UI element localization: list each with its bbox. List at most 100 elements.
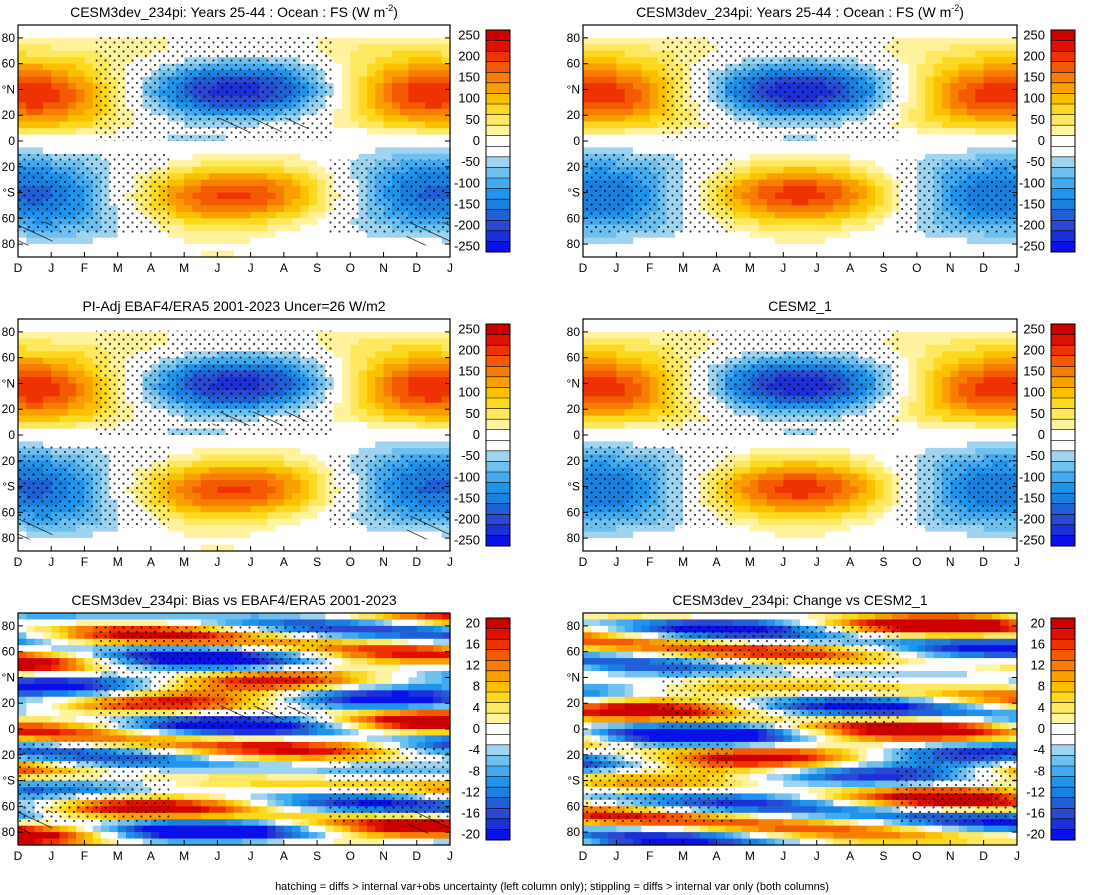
heatmap-cell: [883, 211, 893, 219]
heatmap-cell: [975, 141, 985, 149]
heatmap-cell: [42, 76, 52, 84]
heatmap-cell: [416, 31, 426, 39]
heatmap-cell: [583, 108, 592, 116]
heatmap-cell: [350, 389, 360, 397]
heatmap-cell: [908, 70, 918, 78]
heatmap-cell: [649, 134, 659, 142]
heatmap-cell: [933, 250, 943, 258]
heatmap-cell: [425, 338, 434, 346]
heatmap-cell: [883, 31, 893, 39]
heatmap-cell: [76, 128, 86, 136]
heatmap-cell: [858, 244, 868, 252]
heatmap-cell: [192, 160, 202, 168]
heatmap-cell: [283, 231, 293, 239]
heatmap-cell: [908, 25, 918, 33]
heatmap-cell: [433, 325, 443, 333]
heatmap-cell: [84, 37, 94, 45]
heatmap-cell: [749, 224, 759, 232]
heatmap-cell: [375, 89, 385, 97]
heatmap-cell: [1000, 147, 1010, 155]
heatmap-cell: [933, 63, 943, 71]
heatmap-cell: [342, 319, 351, 327]
heatmap-cell: [1000, 121, 1010, 129]
heatmap-cell: [1008, 50, 1018, 58]
heatmap-cell: [608, 115, 617, 123]
heatmap-cell: [733, 153, 743, 161]
heatmap-cell: [51, 108, 61, 116]
heatmap-cell: [583, 83, 592, 91]
heatmap-cell: [59, 441, 69, 449]
heatmap-cell: [175, 25, 185, 33]
heatmap-cell: [841, 244, 851, 252]
heatmap-cell: [350, 102, 360, 110]
heatmap-cell: [850, 199, 860, 207]
heatmap-cell: [358, 31, 368, 39]
heatmap-cell: [833, 237, 843, 245]
heatmap-cell: [317, 205, 326, 213]
heatmap-cell: [383, 115, 393, 123]
heatmap-cell: [42, 44, 52, 52]
heatmap-cell: [749, 160, 759, 168]
heatmap-cell: [175, 441, 185, 449]
heatmap-cell: [175, 205, 185, 213]
heatmap-cell: [391, 141, 401, 149]
heatmap-cell: [400, 153, 410, 161]
heatmap-cell: [242, 166, 252, 174]
heatmap-cell: [242, 211, 252, 219]
heatmap-cell: [950, 83, 960, 91]
heatmap-cell: [916, 89, 926, 97]
heatmap-cell: [209, 179, 218, 187]
heatmap-cell: [624, 37, 634, 45]
heatmap-cell: [649, 57, 659, 65]
heatmap-cell: [416, 50, 426, 58]
heatmap-cell: [84, 377, 94, 385]
heatmap-cell: [774, 31, 784, 39]
heatmap-cell: [783, 160, 793, 168]
heatmap-cell: [18, 325, 27, 333]
heatmap-cell: [616, 147, 626, 155]
heatmap-cell: [383, 402, 393, 410]
heatmap-cell: [841, 147, 851, 155]
x-tick-label: A: [147, 261, 155, 275]
heatmap-cell: [18, 244, 27, 252]
heatmap-cell: [891, 147, 901, 155]
heatmap-cell: [366, 121, 376, 129]
heatmap-cell: [275, 186, 285, 194]
heatmap-cell: [833, 141, 843, 149]
heatmap-cell: [275, 199, 285, 207]
heatmap-cell: [67, 57, 77, 65]
heatmap-cell: [26, 441, 36, 449]
heatmap-cell: [175, 218, 185, 226]
heatmap-cell: [866, 153, 876, 161]
heatmap-cell: [84, 63, 94, 71]
heatmap-cell: [616, 57, 626, 65]
heatmap-cell: [850, 192, 860, 200]
heatmap-cell: [225, 319, 235, 327]
heatmap-cell: [84, 370, 94, 378]
heatmap-cell: [633, 95, 643, 103]
heatmap-cell: [275, 147, 285, 155]
heatmap-cell: [1000, 128, 1010, 136]
heatmap-cell: [391, 50, 401, 58]
heatmap-cell: [916, 250, 926, 258]
heatmap-cell: [991, 25, 1001, 33]
heatmap-cell: [350, 319, 360, 327]
heatmap-cell: [76, 57, 86, 65]
heatmap-cell: [84, 338, 94, 346]
heatmap-cell: [358, 435, 368, 443]
heatmap-cell: [599, 237, 609, 245]
heatmap-cell: [591, 102, 601, 110]
heatmap-cell: [950, 141, 960, 149]
heatmap-cell: [159, 25, 169, 33]
heatmap-cell: [1008, 115, 1018, 123]
heatmap-cell: [433, 50, 443, 58]
heatmap-cell: [84, 231, 94, 239]
heatmap-cell: [950, 147, 960, 155]
heatmap-cell: [383, 344, 393, 352]
heatmap-cell: [608, 147, 617, 155]
heatmap-cell: [250, 141, 260, 149]
heatmap-cell: [925, 231, 935, 239]
heatmap-cell: [991, 63, 1001, 71]
heatmap-cell: [691, 25, 701, 33]
heatmap-cell: [1008, 141, 1018, 149]
